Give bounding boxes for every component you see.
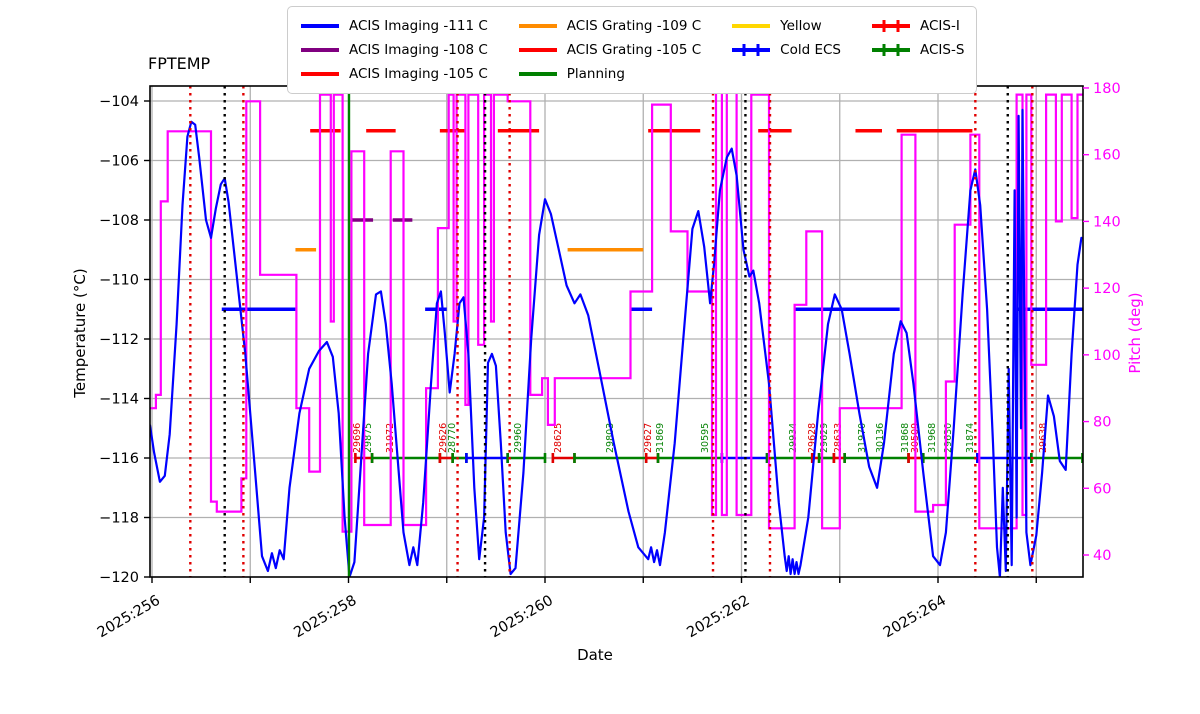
obsid-label: 31869: [655, 423, 666, 453]
legend-label: Planning: [566, 66, 625, 82]
legend-entry: ACIS Imaging -108 C: [300, 38, 488, 62]
legend-column: ACIS Grating -109 C ACIS Grating -105 C Pl…: [518, 14, 701, 86]
axes-spines: [149, 85, 1084, 578]
y-left-tick-label: −118: [99, 511, 139, 527]
legend-entry: Cold ECS: [731, 38, 841, 62]
x-axis-label: Date: [0, 646, 1200, 664]
legend-label: ACIS Imaging -105 C: [349, 66, 488, 82]
y-right-tick-label: 160: [1093, 148, 1121, 164]
y-left-tick-label: −104: [99, 94, 139, 110]
legend-label: Cold ECS: [780, 42, 841, 58]
legend-label: ACIS Imaging -108 C: [349, 42, 488, 58]
y-left-tick-label: −114: [99, 392, 139, 408]
legend-entry: Planning: [518, 62, 701, 86]
x-tick-label: 2025:264: [881, 593, 949, 642]
legend-entry: ACIS-S: [871, 38, 964, 62]
obsid-label: 29638: [1038, 423, 1049, 453]
x-tick-label: 2025:258: [291, 593, 359, 642]
legend-label: Yellow: [780, 18, 822, 34]
obsid-label: 29630: [943, 423, 954, 453]
legend-line-swatch: [518, 48, 557, 52]
legend-entry: ACIS Imaging -105 C: [300, 62, 488, 86]
obsid-label: 29627: [643, 423, 654, 453]
y-right-tick-label: 180: [1093, 81, 1121, 97]
y-left-tick-label: −120: [99, 570, 139, 586]
y-right-tick-label: 80: [1093, 415, 1111, 431]
x-tick-label: 2025:260: [488, 593, 556, 642]
legend-line-plus-swatch: [732, 44, 771, 56]
y-right-tick-label: 120: [1093, 281, 1121, 297]
obsid-label: 29934: [788, 423, 799, 453]
obsid-label: 30136: [875, 423, 886, 453]
obsid-label: 29875: [363, 423, 374, 453]
obsid-label: 29960: [513, 423, 524, 453]
y-axis-label-left: Temperature (°C): [71, 268, 89, 398]
obsid-label: 29629: [819, 423, 830, 453]
legend-entry: ACIS Imaging -111 C: [300, 14, 488, 38]
legend: ACIS Imaging -111 C ACIS Imaging -108 C AC…: [287, 6, 978, 94]
legend-column: Yellow Cold ECS: [731, 14, 841, 86]
legend-line-swatch: [301, 72, 339, 76]
legend-line-swatch: [732, 24, 771, 28]
legend-line-swatch: [518, 72, 557, 76]
obsid-label: 28633: [833, 423, 844, 453]
legend-label: ACIS Imaging -111 C: [349, 18, 488, 34]
y-right-tick-label: 140: [1093, 214, 1121, 230]
obsid-label: 31868: [900, 423, 911, 453]
chart-title: FPTEMP: [148, 54, 211, 73]
obsid-label: 28625: [553, 423, 564, 453]
y-left-tick-label: −108: [99, 213, 139, 229]
obsid-label: 29628: [807, 423, 818, 453]
y-right-tick-label: 60: [1093, 481, 1111, 497]
y-left-tick-label: −116: [99, 451, 139, 467]
obsid-label: 30595: [700, 423, 711, 453]
legend-label: ACIS-I: [919, 18, 960, 34]
fptemp-curve: [150, 108, 1083, 577]
legend-column: ACIS-I ACIS-S: [871, 14, 964, 86]
legend-entry: ACIS Grating -105 C: [518, 38, 701, 62]
legend-line-swatch: [301, 48, 339, 52]
y-right-tick-label: 100: [1093, 348, 1121, 364]
y-left-tick-label: −112: [99, 332, 139, 348]
obsid-label: 29626: [438, 423, 449, 453]
x-axis-label-text: Date: [577, 646, 613, 664]
x-tick-label: 2025:262: [684, 593, 752, 642]
obsid-label: 29696: [352, 423, 363, 453]
obsid-label: 29803: [605, 423, 616, 453]
y-right-tick-label: 40: [1093, 548, 1111, 564]
legend-column: ACIS Imaging -111 C ACIS Imaging -108 C AC…: [300, 14, 488, 86]
legend-entry: ACIS Grating -109 C: [518, 14, 701, 38]
y-left-tick-label: −106: [99, 154, 139, 170]
legend-line-swatch: [301, 24, 339, 28]
y-axis-label-right: Pitch (deg): [1126, 292, 1144, 374]
legend-label: ACIS-S: [919, 42, 965, 58]
obsid-label: 31874: [965, 423, 976, 453]
legend-line-swatch: [518, 24, 557, 28]
legend-label: ACIS Grating -109 C: [566, 18, 702, 34]
legend-line-plus-swatch: [871, 20, 910, 32]
legend-entry: ACIS-I: [871, 14, 964, 38]
obsid-label: 31968: [927, 423, 938, 453]
legend-line-plus-swatch: [871, 44, 910, 56]
pitch-curve: [150, 90, 1083, 533]
obsid-label: 31970: [857, 423, 868, 453]
y-left-tick-label: −110: [99, 273, 139, 289]
legend-label: ACIS Grating -105 C: [566, 42, 702, 58]
obsid-label: 28770: [447, 423, 458, 453]
legend-entry: Yellow: [731, 14, 841, 38]
x-tick-label: 2025:256: [95, 593, 163, 642]
